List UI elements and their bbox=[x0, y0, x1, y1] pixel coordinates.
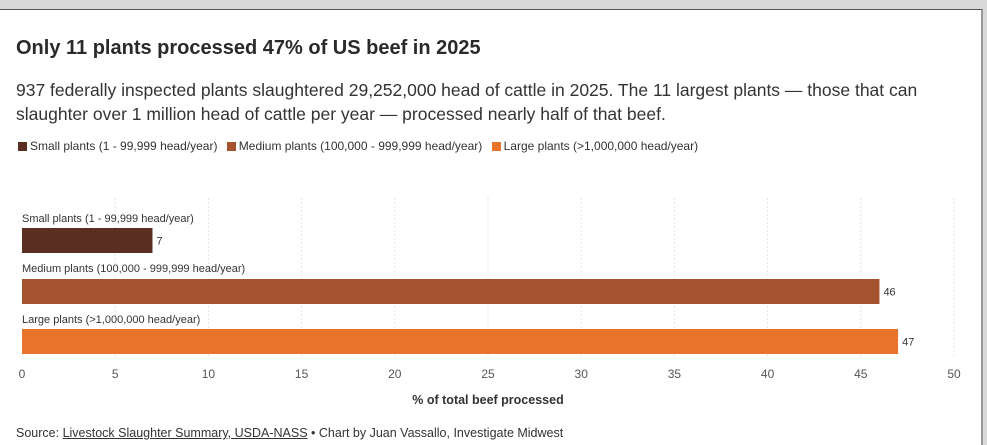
bar bbox=[22, 228, 153, 253]
x-tick-label: 25 bbox=[481, 367, 495, 381]
chart-title: Only 11 plants processed 47% of US beef … bbox=[16, 37, 481, 59]
legend-item-medium: Medium plants (100,000 - 999,999 head/ye… bbox=[226, 139, 483, 153]
x-tick-label: 20 bbox=[388, 367, 402, 381]
legend-label-small: Small plants (1 - 99,999 head/year) bbox=[30, 139, 218, 153]
legend-swatch-medium bbox=[226, 141, 236, 151]
legend-item-large: Large plants (>1,000,000 head/year) bbox=[491, 139, 699, 153]
value-label: 7 bbox=[156, 236, 162, 248]
legend: Small plants (1 - 99,999 head/year) Medi… bbox=[18, 139, 704, 154]
x-tick-label: 5 bbox=[112, 367, 119, 381]
source-suffix: • Chart by Juan Vassallo, Investigate Mi… bbox=[307, 426, 564, 440]
bar bbox=[22, 329, 899, 354]
bar-chart: Small plants (1 - 99,999 head/year) 7 Medi… bbox=[10, 198, 970, 419]
x-tick-label: 15 bbox=[295, 367, 309, 381]
category-label: Large plants (>1,000,000 head/year) bbox=[22, 314, 200, 326]
x-axis-title: % of total beef processed bbox=[412, 393, 563, 407]
x-tick-label: 10 bbox=[202, 367, 216, 381]
x-tick-label: 30 bbox=[575, 367, 589, 381]
value-label: 46 bbox=[883, 287, 895, 299]
legend-label-medium: Medium plants (100,000 - 999,999 head/ye… bbox=[238, 139, 483, 153]
category-label: Small plants (1 - 99,999 head/year) bbox=[22, 213, 194, 225]
source-note: Source: Livestock Slaughter Summary, USD… bbox=[16, 426, 563, 440]
x-tick-label: 35 bbox=[668, 367, 682, 381]
chart-frame: Only 11 plants processed 47% of US beef … bbox=[0, 9, 983, 445]
bar-chart-svg: Small plants (1 - 99,999 head/year) 7 Medi… bbox=[19, 198, 961, 407]
x-tick-label: 50 bbox=[947, 367, 961, 381]
legend-label-large: Large plants (>1,000,000 head/year) bbox=[503, 139, 699, 153]
source-link[interactable]: Livestock Slaughter Summary, USDA-NASS bbox=[62, 426, 308, 440]
chart-subtitle: 937 federally inspected plants slaughter… bbox=[16, 80, 918, 124]
category-label: Medium plants (100,000 - 999,999 head/ye… bbox=[22, 263, 245, 275]
legend-item-small: Small plants (1 - 99,999 head/year) bbox=[18, 139, 217, 153]
chart-card: Only 11 plants processed 47% of US beef … bbox=[10, 10, 970, 445]
x-tick-label: 45 bbox=[854, 367, 868, 381]
x-tick-label: 40 bbox=[761, 367, 775, 381]
source-prefix: Source: bbox=[16, 426, 63, 440]
legend-swatch-large bbox=[491, 141, 501, 151]
value-label: 47 bbox=[902, 337, 914, 349]
x-tick-label: 0 bbox=[19, 367, 26, 381]
bar bbox=[22, 279, 880, 304]
legend-swatch-small bbox=[18, 141, 27, 151]
